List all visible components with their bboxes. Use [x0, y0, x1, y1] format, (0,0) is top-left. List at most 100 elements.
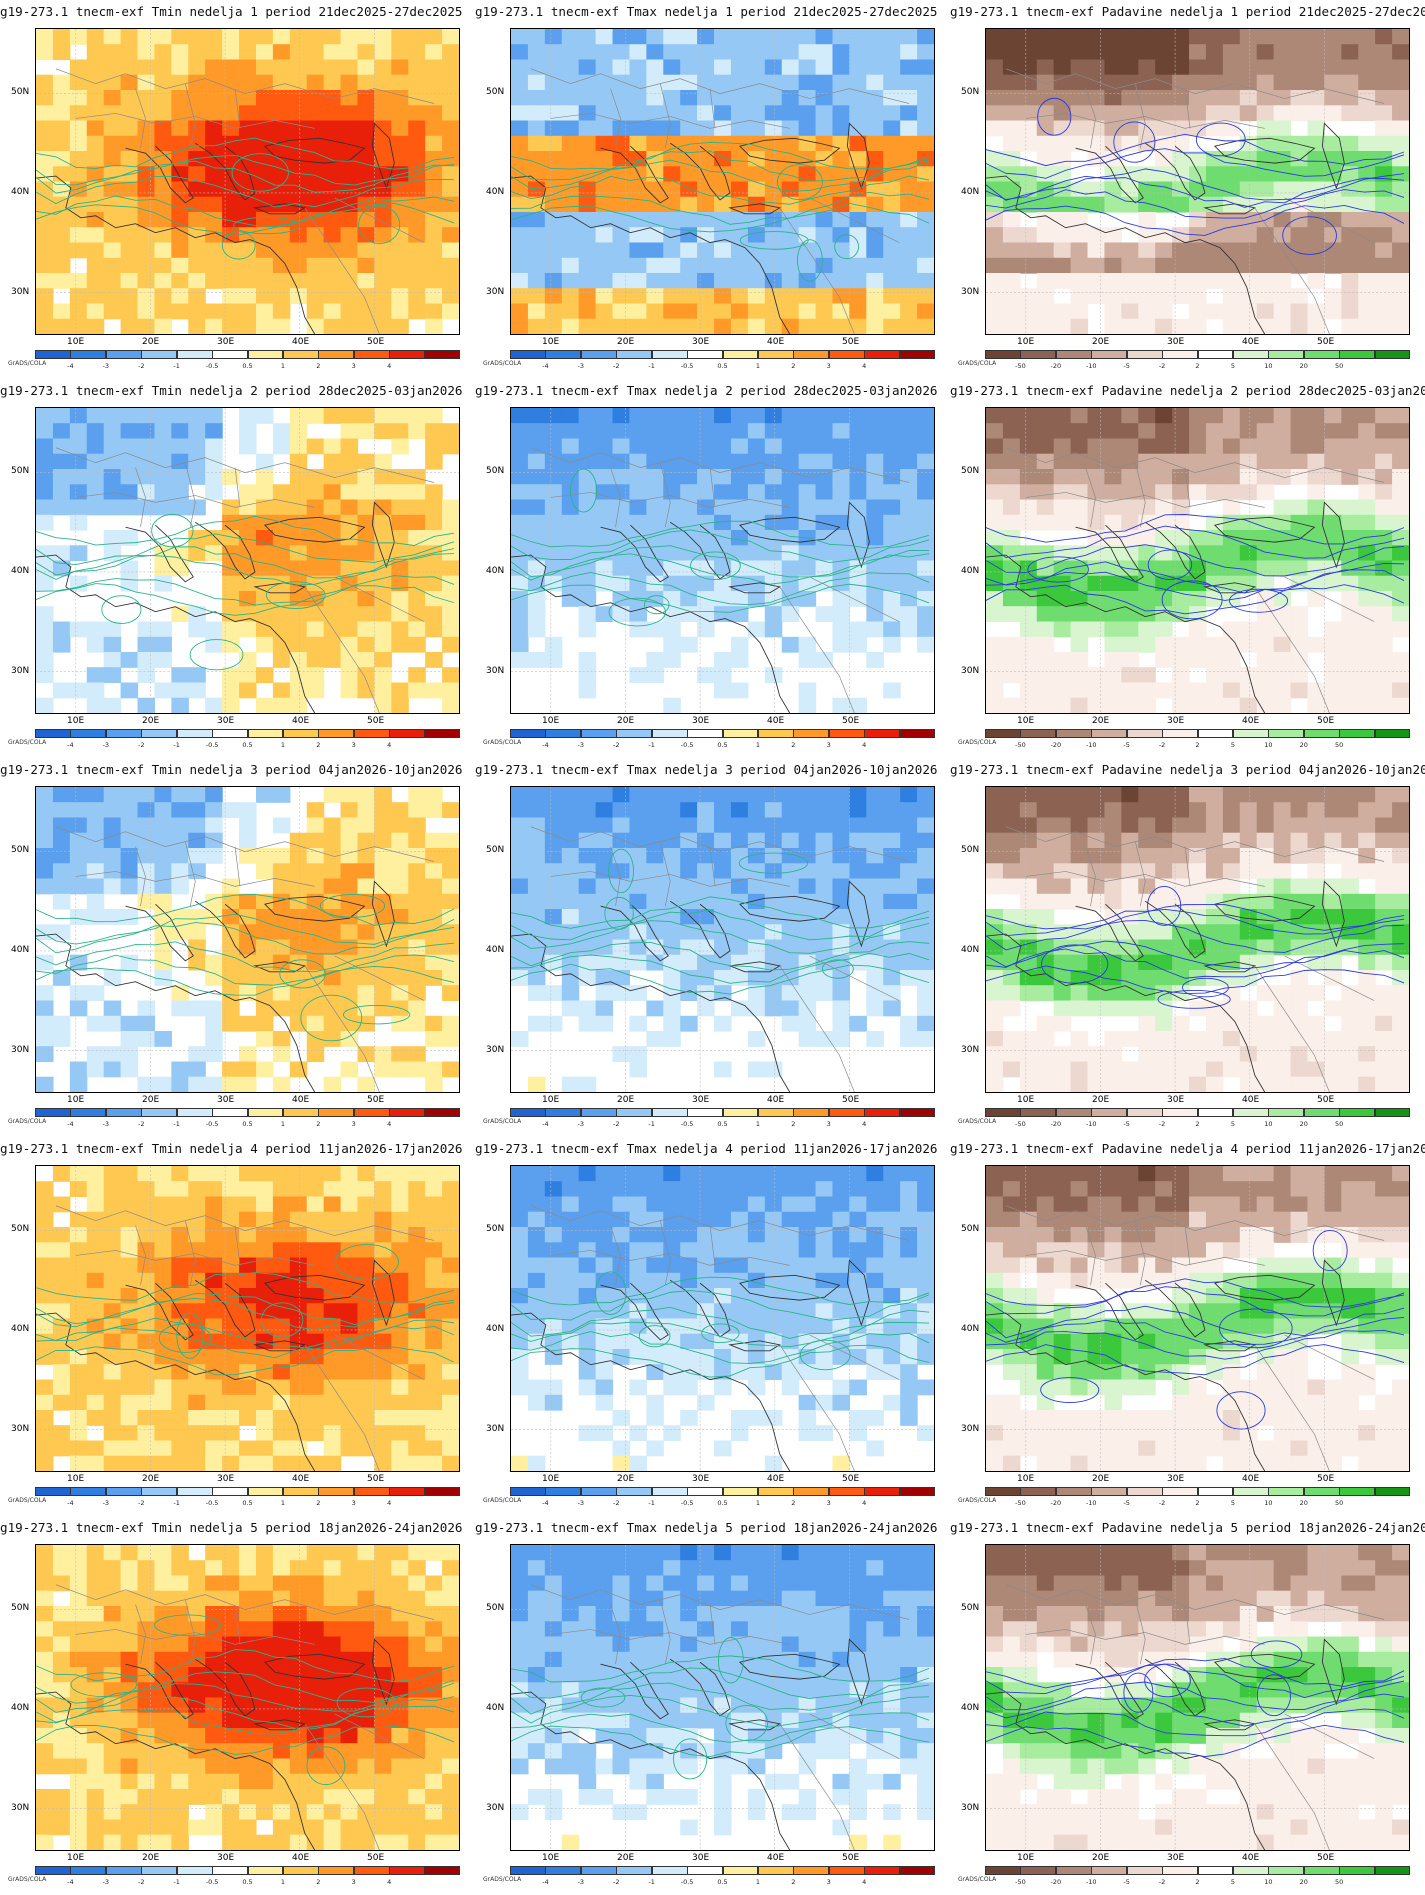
colorbar-tick-label: 0.5 — [242, 362, 253, 370]
map-panel-tmax-week-1: g19-273.1 tnecm-exf Tmax nedelja 1 perio… — [475, 0, 950, 379]
colorbar-tick-label: 4 — [862, 741, 867, 749]
colorbar-tick-label: 3 — [351, 362, 356, 370]
colorbar-swatch — [545, 1487, 582, 1496]
colorbar-tick-label: 5 — [1230, 1878, 1235, 1886]
country-borders — [55, 447, 435, 713]
colorbar-swatch — [318, 1108, 355, 1117]
colorbar-tick-label: 2 — [1195, 362, 1200, 370]
colorbar-swatch — [899, 1866, 936, 1875]
panel-title: g19-273.1 tnecm-exf Tmax nedelja 2 perio… — [475, 383, 938, 398]
colorbar-swatch — [1339, 729, 1376, 738]
map-area — [985, 407, 1410, 714]
anomaly-field — [511, 1545, 934, 1850]
colorbar-swatch — [141, 350, 178, 359]
colorbar-swatch — [899, 350, 936, 359]
colorbar-swatch — [757, 1487, 794, 1496]
latitude-label: 40N — [486, 187, 505, 197]
map-canvas — [511, 1166, 934, 1471]
latitude-label: 40N — [486, 945, 505, 955]
colorbar — [985, 1487, 1411, 1496]
panel-title: g19-273.1 tnecm-exf Tmax nedelja 1 perio… — [475, 4, 938, 19]
colorbar-swatch — [353, 1866, 390, 1875]
colorbar-tick-label: 0.5 — [242, 1878, 253, 1886]
colorbar-tick-label: 20 — [1299, 1120, 1308, 1128]
anomaly-field — [36, 1545, 459, 1850]
country-borders — [530, 68, 910, 334]
coastline — [36, 1259, 395, 1471]
colorbar-swatch — [1126, 1866, 1163, 1875]
panel-title: g19-273.1 tnecm-exf Tmax nedelja 4 perio… — [475, 1141, 938, 1156]
colorbar-swatch — [1162, 1866, 1198, 1875]
anomaly-field — [986, 1166, 1409, 1471]
colorbar-tick-label: -20 — [1050, 1499, 1062, 1507]
longitude-label: 40E — [767, 337, 785, 347]
anomaly-field — [511, 787, 934, 1092]
colorbar-tick-label: 2 — [1195, 1499, 1200, 1507]
latitude-label: 30N — [961, 287, 980, 297]
colorbar-swatch — [105, 1487, 142, 1496]
colorbar-swatch — [282, 350, 319, 359]
colorbar-tick-label: -1 — [173, 1878, 180, 1886]
latitude-label: 50N — [961, 1224, 980, 1234]
colorbar-swatch — [687, 729, 723, 738]
colorbar-swatch — [985, 729, 1021, 738]
country-borders — [55, 826, 435, 1092]
map-canvas — [36, 787, 459, 1092]
longitude-label: 20E — [142, 337, 160, 347]
latitude-label: 30N — [11, 1803, 30, 1813]
map-area — [510, 1165, 935, 1472]
panel-title: g19-273.1 tnecm-exf Tmin nedelja 3 perio… — [0, 762, 463, 777]
longitude-label: 20E — [617, 1474, 635, 1484]
longitude-label: 20E — [1092, 337, 1110, 347]
colorbar-tick-label: 1 — [755, 362, 760, 370]
colorbar-tick-label: 0.5 — [717, 741, 728, 749]
colorbar-swatch — [1232, 1487, 1269, 1496]
colorbar-swatch — [1126, 1108, 1163, 1117]
colorbar-swatch — [1374, 1866, 1411, 1875]
colorbar-tick-label: 2 — [316, 1499, 321, 1507]
coastline — [36, 501, 395, 713]
graticule — [511, 1545, 934, 1850]
colorbar-swatch — [1162, 1108, 1198, 1117]
colorbar-tick-label: 5 — [1230, 1120, 1235, 1128]
colorbar-tick-label: -3 — [102, 741, 110, 749]
colorbar-swatch — [722, 1866, 759, 1875]
coastline — [511, 1259, 870, 1471]
coastline — [36, 122, 395, 334]
country-borders — [55, 1584, 435, 1850]
colorbar-tick-label: -1 — [173, 1499, 180, 1507]
longitude-label: 20E — [142, 716, 160, 726]
latitude-label: 40N — [961, 1324, 980, 1334]
colorbar-tick-label: 0.5 — [717, 1499, 728, 1507]
colorbar-swatch — [141, 729, 178, 738]
colorbar-swatch — [864, 1487, 901, 1496]
colorbar-swatch — [424, 1108, 461, 1117]
colorbar-swatch — [580, 350, 617, 359]
colorbar-tick-label: -4 — [67, 1499, 74, 1507]
latitude-label: 30N — [11, 1424, 30, 1434]
colorbar-swatch — [1197, 729, 1234, 738]
longitude-label: 50E — [1317, 716, 1335, 726]
anomaly-field — [986, 408, 1409, 713]
colorbar-tick-label: 3 — [826, 362, 831, 370]
colorbar-tick-label: -10 — [1085, 362, 1097, 370]
colorbar-swatch — [353, 1108, 390, 1117]
colorbar-swatch — [389, 1487, 426, 1496]
grads-credit: GrADS/COLA — [958, 739, 997, 746]
colorbar-tick-label: 10 — [1264, 1499, 1273, 1507]
colorbar-swatch — [212, 1487, 248, 1496]
colorbar-swatch — [1268, 1108, 1305, 1117]
colorbar-swatch — [1268, 1487, 1305, 1496]
longitude-label: 10E — [67, 1474, 85, 1484]
colorbar-tick-label: -4 — [542, 1878, 549, 1886]
panel-title: g19-273.1 tnecm-exf Padavine nedelja 3 p… — [950, 762, 1425, 777]
latitude-label: 50N — [11, 1603, 30, 1613]
colorbar — [510, 1866, 936, 1875]
latitude-label: 40N — [961, 1703, 980, 1713]
colorbar-tick-label: -10 — [1085, 1120, 1097, 1128]
longitude-label: 30E — [692, 716, 710, 726]
longitude-label: 30E — [692, 1853, 710, 1863]
longitude-label: 40E — [767, 1853, 785, 1863]
colorbar-tick-label: -20 — [1050, 741, 1062, 749]
colorbar-tick-label: 4 — [387, 1878, 392, 1886]
